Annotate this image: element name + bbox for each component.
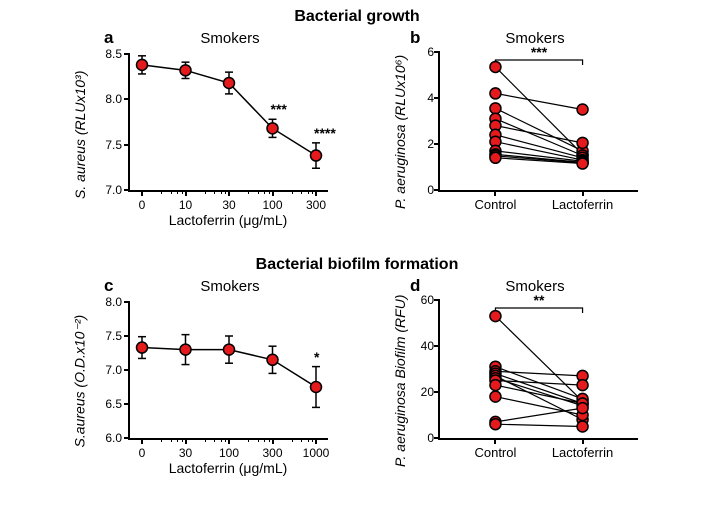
chart-a: 7.07.58.08.501030100300******* — [128, 54, 328, 192]
subtitle-c: Smokers — [170, 278, 290, 295]
chart-b: 0246ControlLactoferrin*** — [438, 52, 638, 192]
panel-b: b Smokers P. aeruginosa (RLUx10⁶) 0246Co… — [370, 26, 660, 236]
section-title-biofilm: Bacterial biofilm formation — [50, 256, 664, 274]
section-title-growth: Bacterial growth — [50, 8, 664, 26]
chart-c: 6.06.57.07.58.00301003001000* — [128, 302, 328, 440]
ylabel-d: P. aeruginosa Biofilm (RFU) — [392, 277, 408, 467]
cat-label: Control — [460, 197, 530, 212]
ylabel-a: S. aureus (RLUx10³) — [72, 49, 88, 199]
sig-bracket: ** — [524, 292, 554, 308]
letter-a: a — [104, 28, 113, 48]
panel-d: d Smokers P. aeruginosa Biofilm (RFU) 02… — [370, 274, 660, 494]
chart-d: 0204060ControlLactoferrin** — [438, 300, 638, 440]
letter-c: c — [104, 276, 113, 296]
ylabel-c: S.aureus (O.D.x10⁻²) — [72, 298, 89, 448]
sig-marker: *** — [271, 101, 287, 117]
cat-label: Lactoferrin — [548, 197, 618, 212]
sig-marker: **** — [314, 125, 336, 141]
panel-a: a Smokers S. aureus (RLUx10³) 7.07.58.08… — [50, 26, 350, 236]
sig-marker: * — [314, 349, 319, 365]
sig-bracket: *** — [524, 44, 554, 60]
ylabel-b: P. aeruginosa (RLUx10⁶) — [392, 39, 408, 209]
xlabel-c: Lactoferrin (μg/mL) — [128, 460, 328, 476]
subtitle-a: Smokers — [170, 30, 290, 47]
panel-c: c Smokers S.aureus (O.D.x10⁻²) 6.06.57.0… — [50, 274, 350, 494]
cat-label: Control — [460, 445, 530, 460]
xlabel-a: Lactoferrin (μg/mL) — [128, 212, 328, 228]
cat-label: Lactoferrin — [548, 445, 618, 460]
